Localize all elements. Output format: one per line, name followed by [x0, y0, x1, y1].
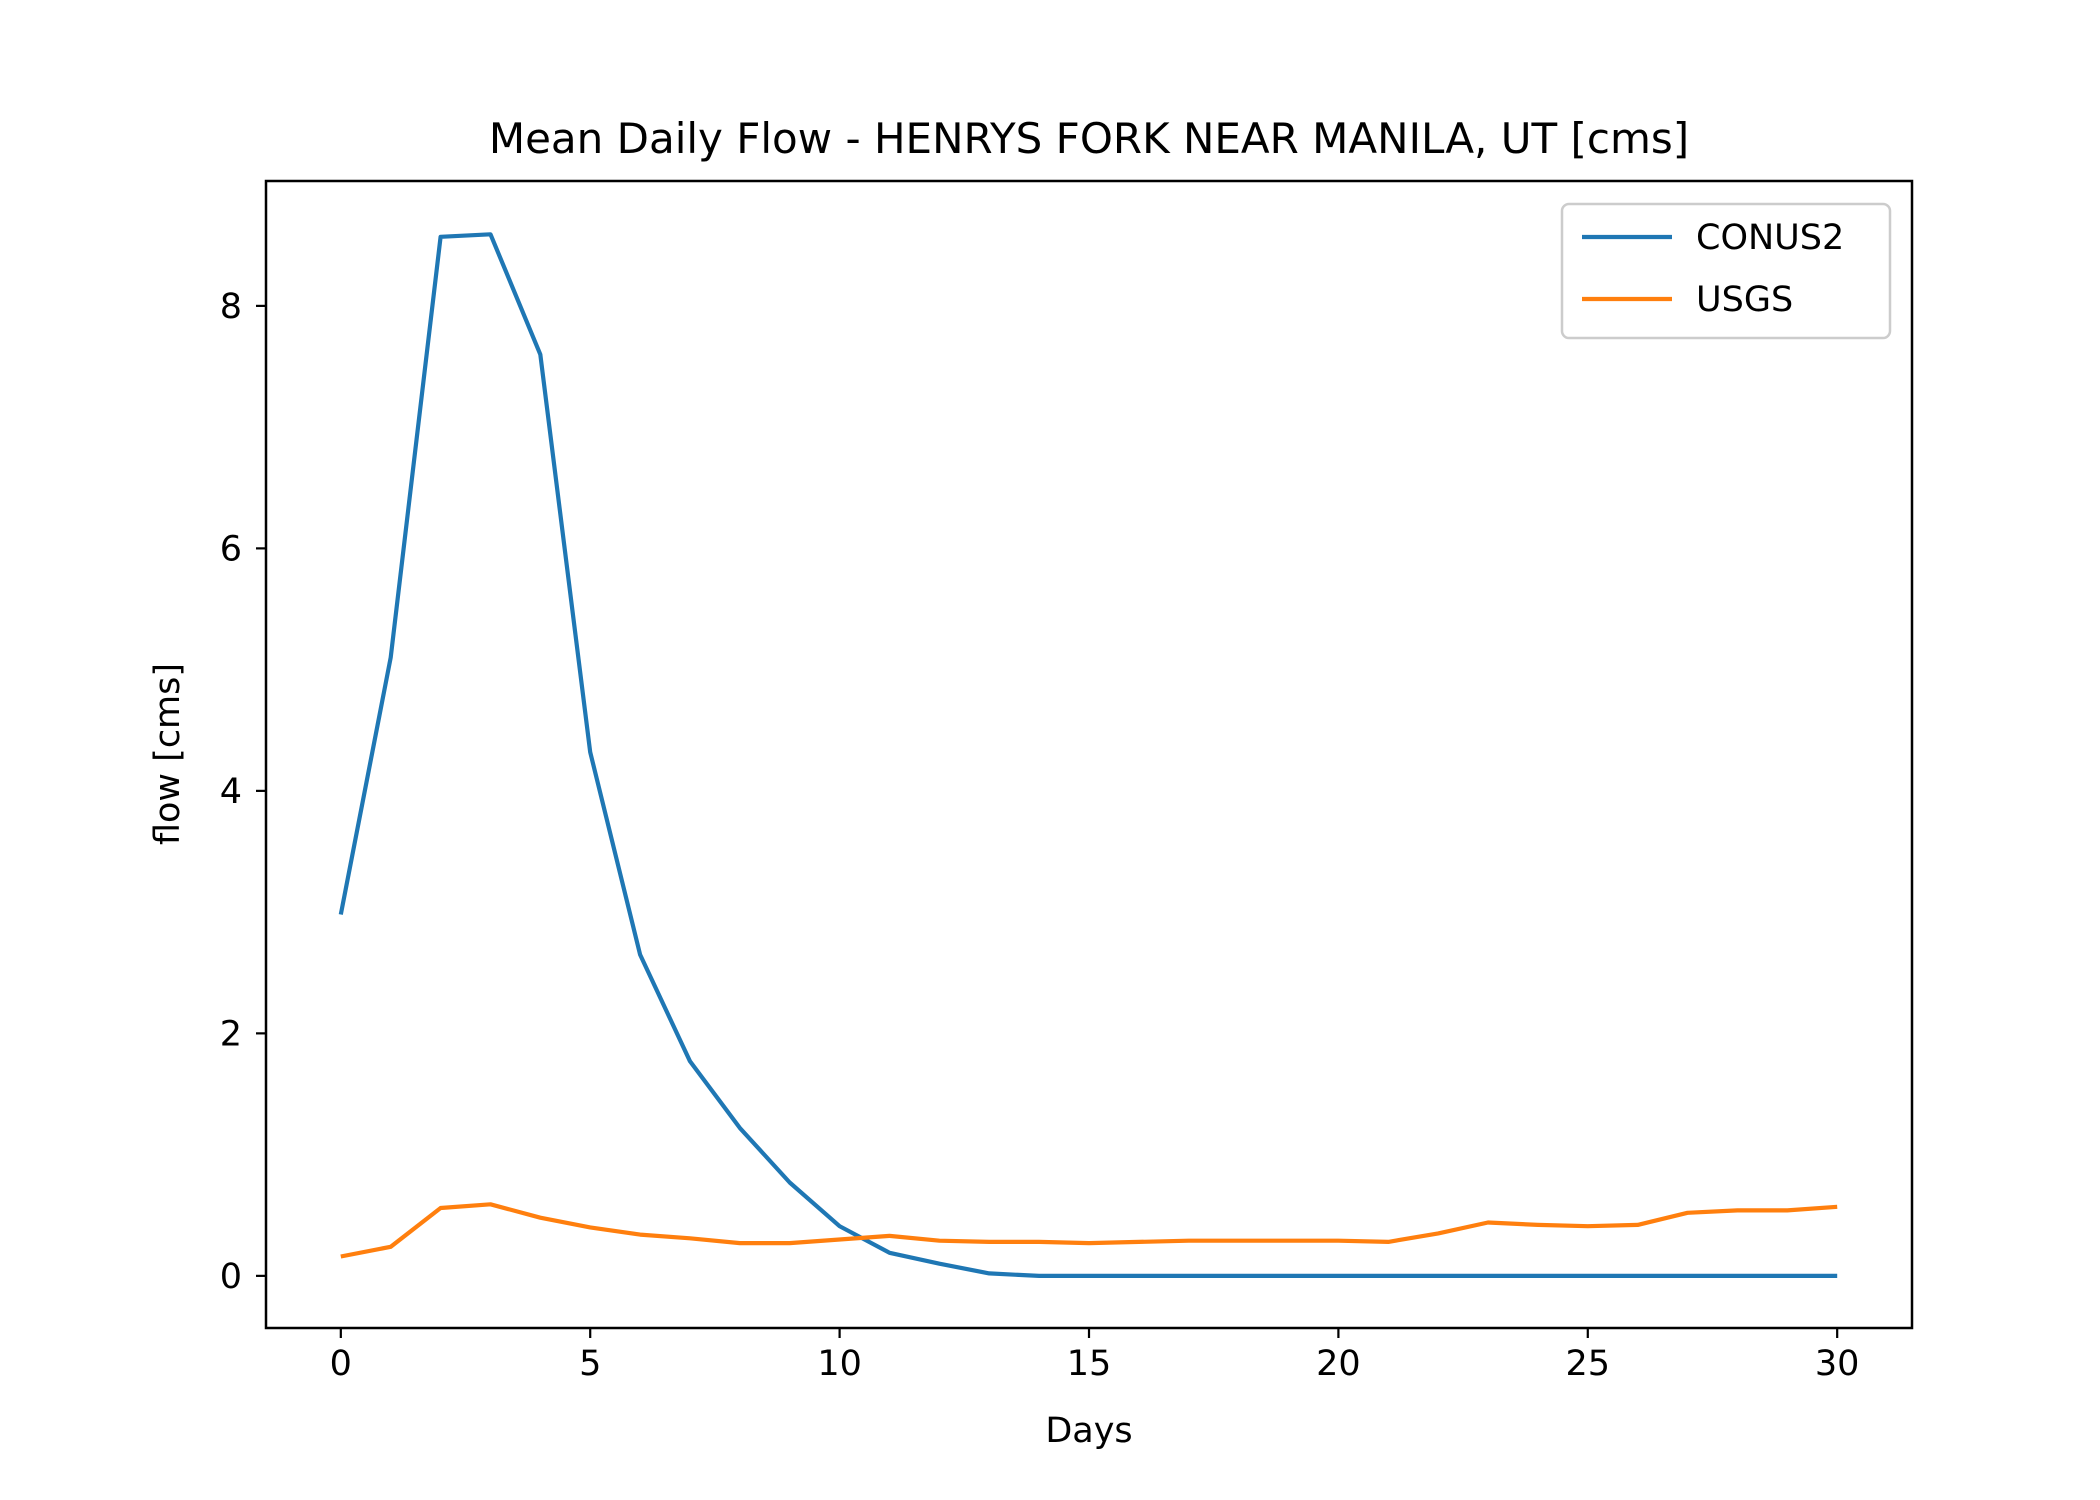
legend-label-usgs: USGS [1696, 280, 1793, 320]
y-tick-label: 0 [220, 1257, 242, 1297]
y-tick-label: 4 [220, 772, 242, 812]
x-tick-label: 20 [1316, 1344, 1361, 1384]
x-tick-label: 25 [1566, 1344, 1611, 1384]
legend: CONUS2 USGS [1560, 202, 1892, 340]
x-axis-label: Days [1045, 1411, 1132, 1451]
chart-title: Mean Daily Flow - HENRYS FORK NEAR MANIL… [489, 114, 1689, 163]
y-axis-label: flow [cms] [148, 663, 188, 845]
x-tick-label: 5 [579, 1344, 601, 1384]
y-tick-label: 2 [220, 1014, 242, 1054]
legend-label-conus2: CONUS2 [1696, 218, 1844, 258]
x-tick-label: 10 [817, 1344, 862, 1384]
x-tick-label: 0 [330, 1344, 352, 1384]
plot-frame [264, 179, 1914, 1330]
x-tick-label: 30 [1815, 1344, 1860, 1384]
series-line-conus2 [338, 232, 1838, 1279]
y-tick-label: 6 [220, 529, 242, 569]
x-tick-label: 15 [1067, 1344, 1112, 1384]
series-line-usgs [340, 1202, 1838, 1259]
y-tick-label: 8 [220, 287, 242, 327]
plot-area [338, 232, 1838, 1279]
axes: 0 5 10 15 20 25 30 0 2 4 6 8 [220, 287, 1860, 1384]
